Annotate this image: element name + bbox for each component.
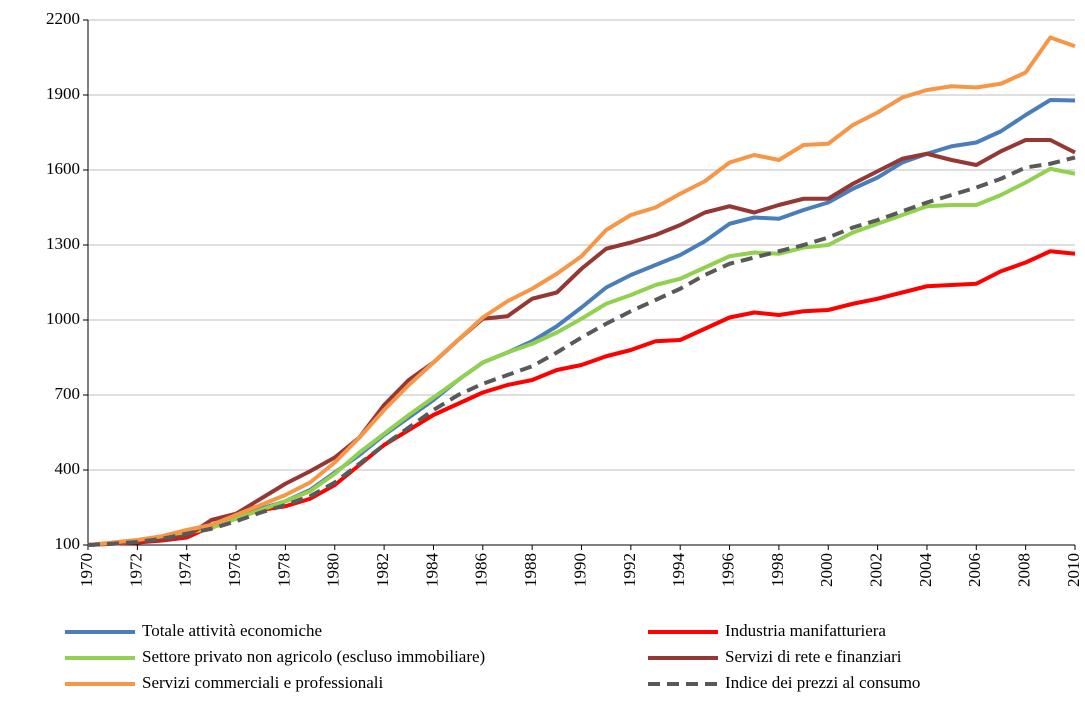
x-tick-label: 1990 (570, 553, 589, 587)
legend-label: Totale attività economiche (142, 621, 322, 640)
x-tick-label: 1976 (225, 553, 244, 587)
x-tick-label: 2002 (867, 553, 886, 587)
legend-label: Indice dei prezzi al consumo (725, 673, 920, 692)
x-tick-label: 1998 (768, 553, 787, 587)
x-tick-label: 2004 (916, 553, 935, 588)
legend-label: Servizi commerciali e professionali (142, 673, 383, 692)
x-tick-label: 2010 (1064, 553, 1083, 587)
x-tick-label: 1986 (472, 553, 491, 587)
y-tick-label: 1900 (46, 84, 80, 103)
x-tick-label: 1984 (422, 553, 441, 588)
y-tick-label: 400 (55, 459, 81, 478)
series-line (87, 35, 1076, 547)
y-tick-label: 100 (55, 534, 81, 553)
y-tick-label: 1000 (46, 309, 80, 328)
series-line (87, 155, 1076, 547)
x-tick-label: 1978 (274, 553, 293, 587)
series-line (87, 138, 1076, 547)
x-tick-label: 1970 (77, 553, 96, 587)
series-line (87, 166, 1076, 547)
x-tick-label: 1982 (373, 553, 392, 587)
series-line (87, 98, 1076, 547)
x-tick-label: 1988 (521, 553, 540, 587)
x-tick-label: 2000 (817, 553, 836, 587)
y-tick-label: 1600 (46, 159, 80, 178)
x-tick-label: 1980 (324, 553, 343, 587)
legend-label: Settore privato non agricolo (escluso im… (142, 647, 485, 666)
x-tick-label: 2008 (1015, 553, 1034, 587)
legend-label: Industria manifatturiera (725, 621, 886, 640)
y-tick-label: 1300 (46, 234, 80, 253)
x-tick-label: 1992 (620, 553, 639, 587)
x-tick-label: 1974 (176, 553, 195, 588)
y-tick-label: 2200 (46, 9, 80, 28)
x-tick-label: 2006 (965, 553, 984, 587)
legend-label: Servizi di rete e finanziari (725, 647, 902, 666)
series-line (87, 249, 1076, 547)
x-tick-label: 1996 (718, 553, 737, 587)
x-tick-label: 1972 (126, 553, 145, 587)
x-tick-label: 1994 (669, 553, 688, 588)
y-tick-label: 700 (55, 384, 81, 403)
